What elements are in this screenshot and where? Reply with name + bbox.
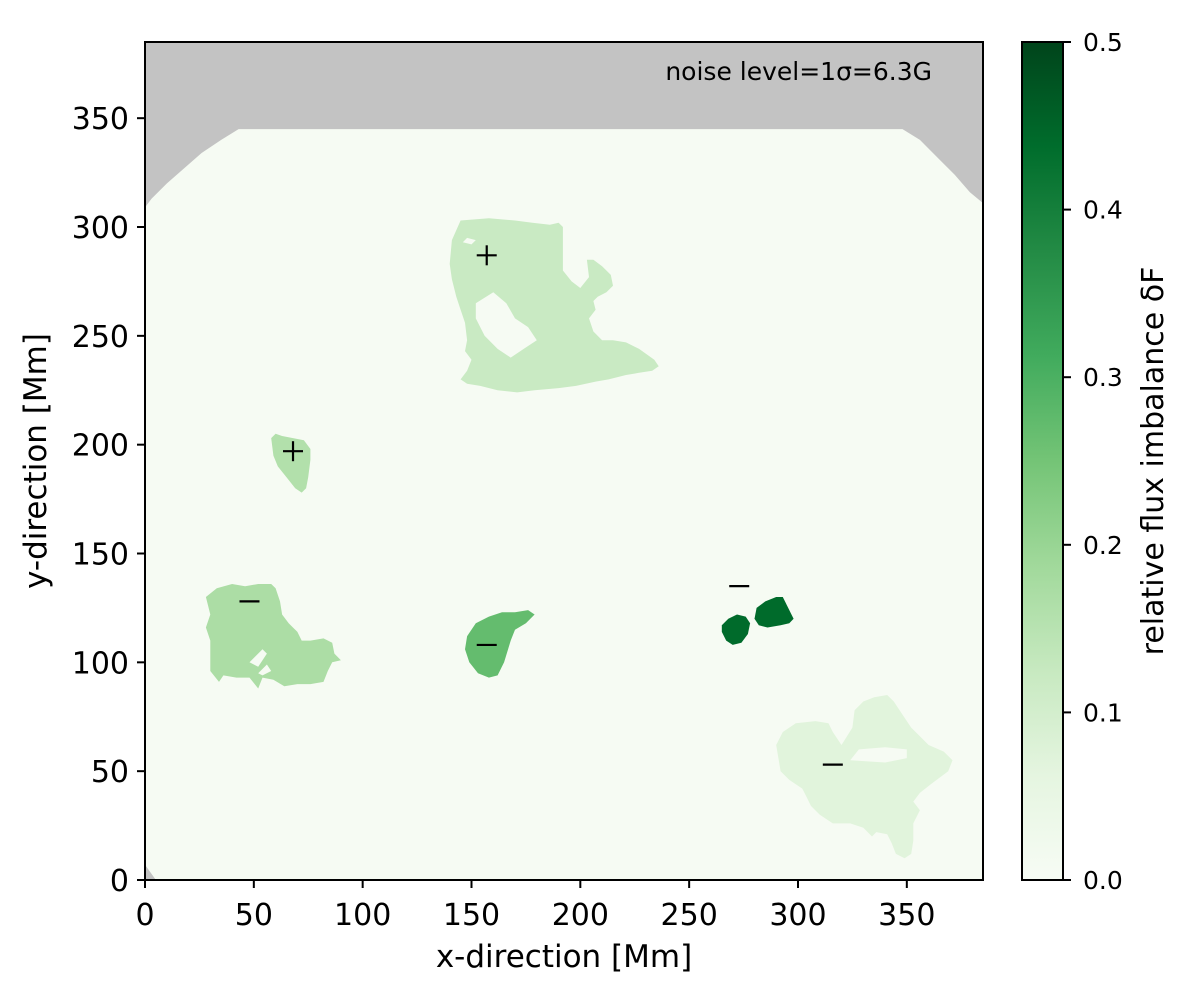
regions-layer: [205, 218, 953, 859]
colorbar-tick-label: 0.3: [1083, 363, 1123, 392]
mask-bottom-left: [145, 864, 156, 880]
colorbar-tick-label: 0.2: [1083, 531, 1123, 560]
x-tick-label: 250: [661, 898, 718, 933]
colorbar: 0.0 0.1 0.2 0.3 0.4 0.5 relative flux imbalan…: [1021, 28, 1171, 895]
y-axis-ticks: 0 50 100 150 200 250 300 350: [72, 102, 145, 899]
x-tick-label: 0: [135, 898, 154, 933]
x-axis-ticks: 0 50 100 150 200 250 300 350: [135, 880, 935, 933]
colorbar-tick-label: 0.0: [1083, 866, 1123, 895]
y-tick-label: 300: [72, 211, 129, 246]
masked-layer: [145, 42, 983, 880]
noise-level-annotation: noise level=1σ=6.3G: [665, 57, 932, 86]
colorbar-frame: [1021, 41, 1064, 881]
region-lower-right: [776, 695, 953, 859]
x-tick-label: 350: [878, 898, 935, 933]
y-tick-label: 100: [72, 646, 129, 681]
colorbar-gradient: [1022, 42, 1063, 880]
region-upper-center: [449, 218, 659, 393]
region-lower-left: [205, 584, 341, 689]
colorbar-label: relative flux imbalance δF: [1136, 267, 1171, 656]
y-tick-label: 50: [91, 755, 129, 790]
colorbar-tick-label: 0.1: [1083, 698, 1123, 727]
region-right-dark-b: [754, 597, 794, 628]
x-tick-label: 200: [552, 898, 609, 933]
y-tick-label: 250: [72, 320, 129, 355]
region-center: [465, 610, 535, 678]
region-right-dark-a: [721, 614, 751, 645]
y-axis-label: y-direction [Mm]: [18, 333, 54, 589]
plot-frame: [144, 41, 984, 881]
region-left-small: [271, 433, 311, 493]
x-tick-label: 100: [334, 898, 391, 933]
polarity-signs: [239, 245, 843, 766]
plot-area: noise level=1σ=6.3G: [144, 41, 984, 881]
colorbar-ticks: 0.0 0.1 0.2 0.3 0.4 0.5: [1063, 28, 1123, 895]
x-axis-label: x-direction [Mm]: [436, 939, 692, 975]
polarity-sign-plus: [283, 441, 304, 462]
colorbar-tick-label: 0.4: [1083, 196, 1123, 225]
plot-background: [145, 42, 983, 880]
x-tick-label: 150: [443, 898, 500, 933]
polarity-sign-plus: [476, 245, 497, 266]
y-tick-label: 350: [72, 102, 129, 137]
colorbar-tick-label: 0.5: [1083, 28, 1123, 57]
mask-top: [145, 42, 983, 208]
x-tick-label: 300: [769, 898, 826, 933]
y-tick-label: 0: [110, 864, 129, 899]
x-tick-label: 50: [235, 898, 273, 933]
y-tick-label: 200: [72, 429, 129, 464]
y-tick-label: 150: [72, 538, 129, 573]
